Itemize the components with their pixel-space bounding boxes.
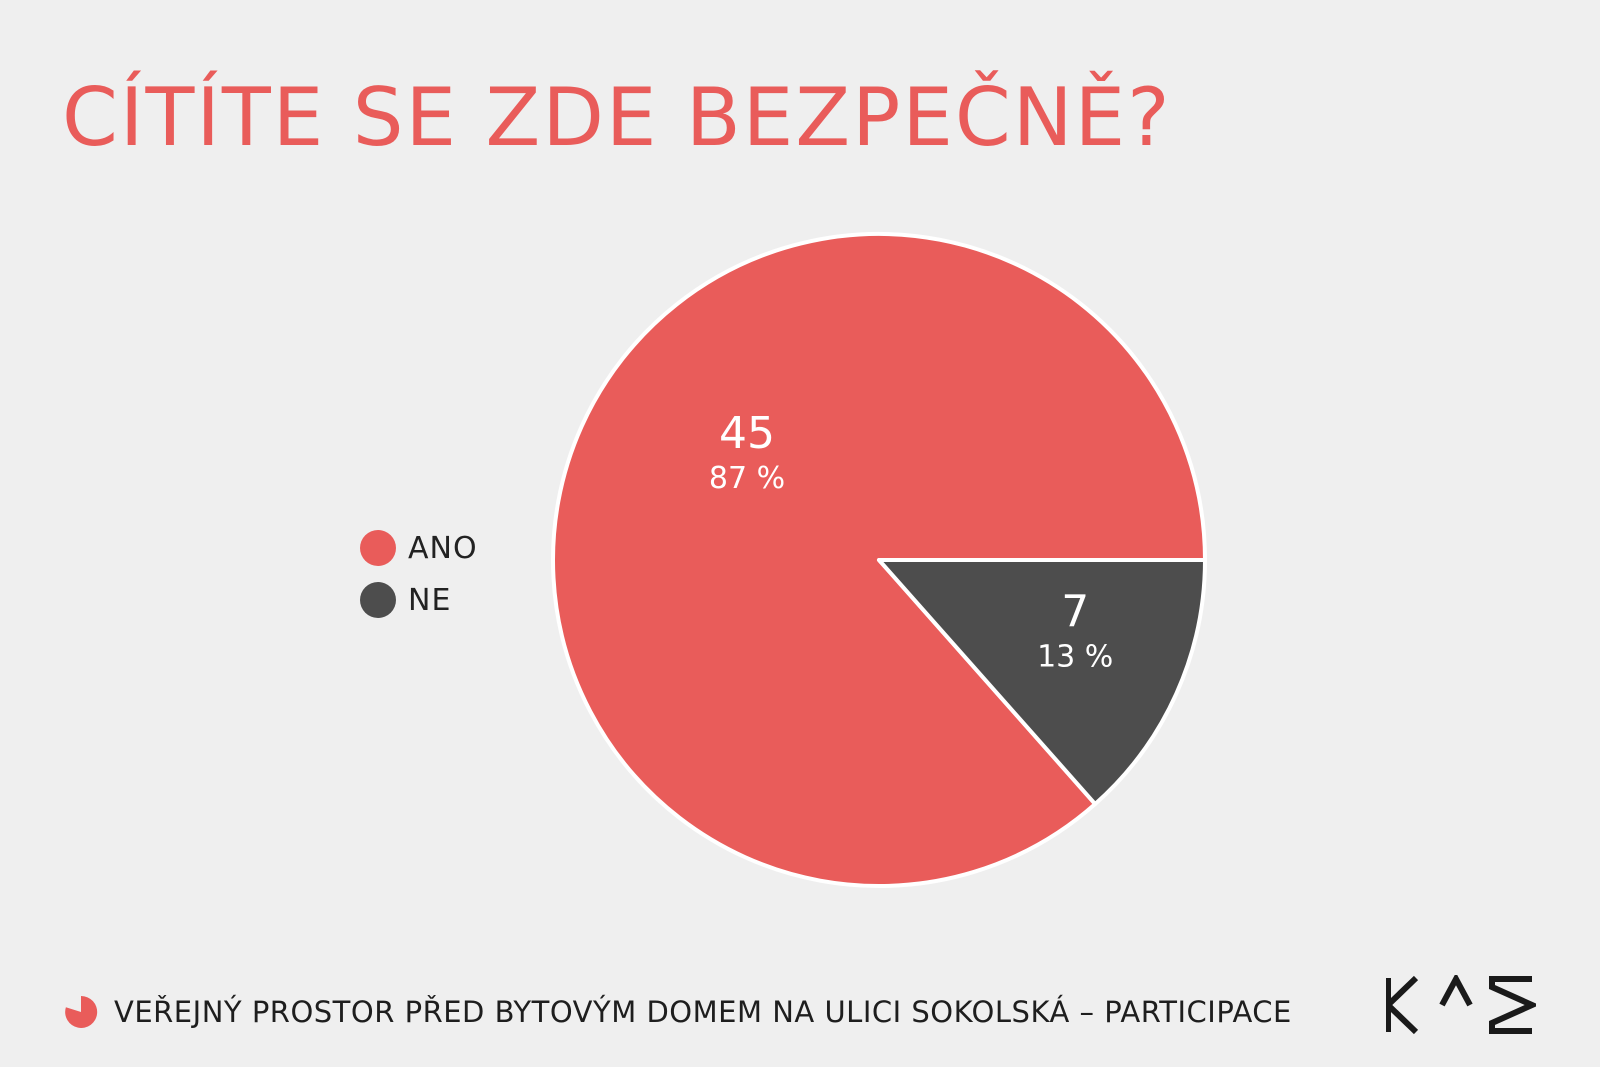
footer-text: VEŘEJNÝ PROSTOR PŘED BYTOVÝM DOMEM NA UL… xyxy=(114,995,1292,1029)
pie-icon xyxy=(65,995,98,1028)
page-title: CÍTÍTE SE ZDE BEZPEČNĚ? xyxy=(62,71,1172,164)
legend-label-ano: ANO xyxy=(408,530,478,566)
legend-swatch-ne xyxy=(360,582,396,618)
legend-item-ne: NE xyxy=(360,582,478,618)
legend-swatch-ano xyxy=(360,530,396,566)
slice-percent-ano: 87 % xyxy=(709,461,785,496)
legend-label-ne: NE xyxy=(408,582,452,618)
chart-legend: ANO NE xyxy=(360,530,478,634)
slice-value-ne: 7 xyxy=(1061,586,1089,637)
pie-slice-ne xyxy=(877,558,1207,807)
slice-value-ano: 45 xyxy=(719,408,775,459)
kam-logo-mark xyxy=(1385,972,1540,1035)
footer: VEŘEJNÝ PROSTOR PŘED BYTOVÝM DOMEM NA UL… xyxy=(64,995,1292,1029)
slice-percent-ne: 13 % xyxy=(1037,639,1113,674)
kam-logo xyxy=(1385,972,1540,1039)
legend-item-ano: ANO xyxy=(360,530,478,566)
